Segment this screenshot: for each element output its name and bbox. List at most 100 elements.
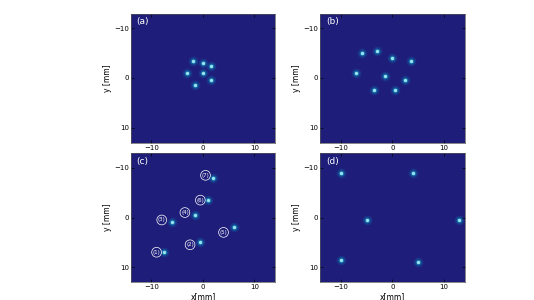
- Point: [370, 88, 379, 93]
- X-axis label: x[mm]: x[mm]: [380, 292, 405, 300]
- Point: [401, 78, 410, 83]
- Point: [455, 218, 464, 222]
- Point: [230, 225, 238, 230]
- Point: [230, 225, 238, 230]
- Point: [381, 73, 389, 78]
- Point: [388, 56, 397, 61]
- Point: [401, 78, 410, 83]
- Point: [352, 70, 361, 75]
- Point: [391, 88, 399, 93]
- Point: [191, 83, 200, 88]
- Point: [414, 260, 422, 265]
- Point: [337, 170, 345, 175]
- Point: [191, 213, 200, 218]
- Point: [363, 218, 371, 222]
- Point: [409, 170, 418, 175]
- Point: [183, 70, 192, 75]
- Point: [191, 213, 200, 218]
- Point: [191, 213, 200, 218]
- Point: [388, 56, 397, 61]
- Point: [196, 240, 205, 245]
- Point: [357, 51, 366, 56]
- Point: [373, 48, 381, 53]
- Point: [337, 257, 345, 262]
- Point: [196, 240, 205, 245]
- Point: [381, 73, 389, 78]
- Point: [373, 48, 381, 53]
- X-axis label: x[mm]: x[mm]: [380, 153, 405, 162]
- Point: [206, 63, 215, 68]
- Point: [199, 61, 207, 65]
- Text: (1): (1): [153, 250, 160, 255]
- Point: [370, 88, 379, 93]
- Point: [455, 218, 464, 222]
- Point: [204, 198, 213, 203]
- Point: [337, 170, 345, 175]
- Text: (7): (7): [202, 173, 209, 178]
- Point: [401, 78, 410, 83]
- Point: [206, 63, 215, 68]
- Text: (a): (a): [137, 17, 149, 26]
- Text: (b): (b): [326, 17, 339, 26]
- Point: [206, 78, 215, 83]
- Point: [206, 63, 215, 68]
- Point: [168, 220, 176, 225]
- Y-axis label: y [mm]: y [mm]: [292, 204, 301, 231]
- Point: [230, 225, 238, 230]
- Point: [363, 218, 371, 222]
- Point: [199, 70, 207, 75]
- Point: [204, 198, 213, 203]
- Point: [191, 83, 200, 88]
- Point: [168, 220, 176, 225]
- X-axis label: x[mm]: x[mm]: [190, 292, 216, 300]
- Point: [373, 48, 381, 53]
- Point: [455, 218, 464, 222]
- Point: [357, 51, 366, 56]
- Point: [357, 51, 366, 56]
- Point: [391, 88, 399, 93]
- Point: [199, 70, 207, 75]
- Point: [337, 257, 345, 262]
- Point: [204, 198, 213, 203]
- Text: (2): (2): [186, 242, 194, 247]
- Point: [160, 250, 169, 255]
- Y-axis label: y [mm]: y [mm]: [292, 64, 301, 92]
- Text: (4): (4): [181, 210, 189, 215]
- Point: [199, 70, 207, 75]
- Point: [160, 250, 169, 255]
- X-axis label: x[mm]: x[mm]: [190, 153, 216, 162]
- Point: [409, 170, 418, 175]
- Text: (5): (5): [219, 230, 227, 235]
- Point: [414, 260, 422, 265]
- Point: [189, 58, 197, 63]
- Point: [160, 250, 169, 255]
- Point: [191, 83, 200, 88]
- Point: [209, 176, 217, 180]
- Point: [206, 78, 215, 83]
- Point: [189, 58, 197, 63]
- Text: (c): (c): [137, 157, 148, 166]
- Point: [183, 70, 192, 75]
- Text: (d): (d): [326, 157, 339, 166]
- Point: [206, 78, 215, 83]
- Point: [209, 176, 217, 180]
- Point: [406, 58, 415, 63]
- Point: [196, 240, 205, 245]
- Point: [409, 170, 418, 175]
- Point: [381, 73, 389, 78]
- Text: (3): (3): [158, 218, 166, 223]
- Y-axis label: y [mm]: y [mm]: [103, 64, 112, 92]
- Point: [352, 70, 361, 75]
- Point: [189, 58, 197, 63]
- Point: [183, 70, 192, 75]
- Point: [363, 218, 371, 222]
- Point: [209, 176, 217, 180]
- Point: [168, 220, 176, 225]
- Text: (6): (6): [197, 198, 204, 203]
- Point: [406, 58, 415, 63]
- Y-axis label: y [mm]: y [mm]: [103, 204, 112, 231]
- Point: [199, 61, 207, 65]
- Point: [352, 70, 361, 75]
- Point: [337, 257, 345, 262]
- Point: [337, 170, 345, 175]
